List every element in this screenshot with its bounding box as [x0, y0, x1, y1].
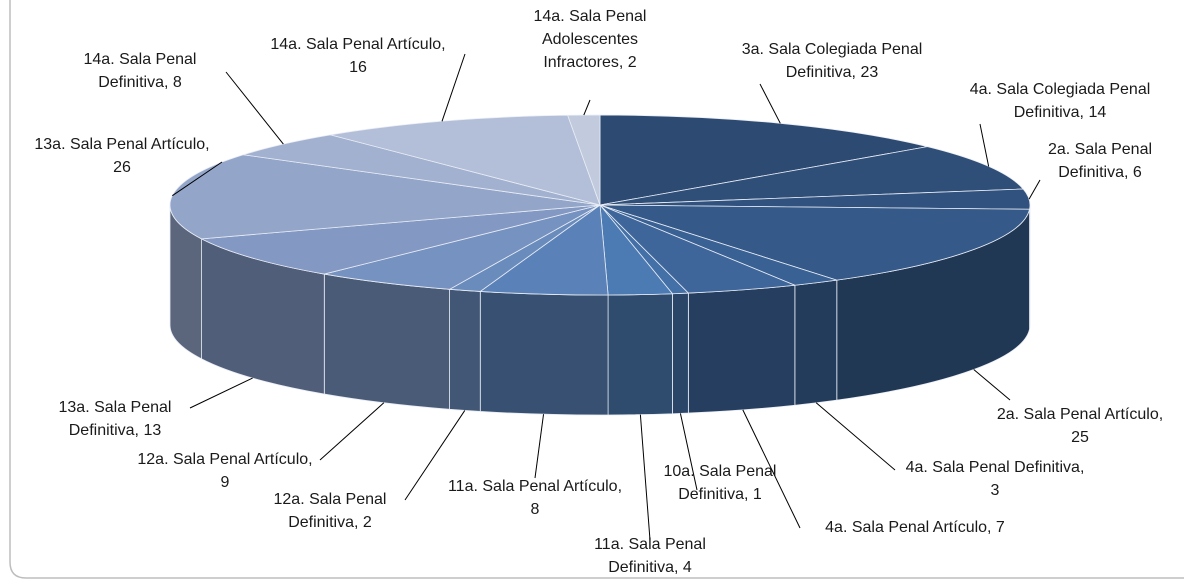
- leader-line: [639, 414, 651, 541]
- data-label: 10a. Sala Penal: [664, 463, 777, 480]
- leader-line: [679, 413, 698, 491]
- data-label: Definitiva, 23: [786, 64, 879, 81]
- data-label: 4a. Sala Penal Artículo, 7: [825, 519, 1005, 536]
- slice: [200, 204, 601, 275]
- leader-line: [815, 402, 896, 471]
- data-label: 12a. Sala Penal Artículo,: [137, 451, 312, 468]
- data-label: 11a. Sala Penal Artículo,: [448, 478, 622, 495]
- data-label: 2a. Sala Penal Artículo,: [997, 406, 1163, 423]
- leader-line: [441, 53, 466, 122]
- chart-frame: [9, 0, 1184, 579]
- data-label: 14a. Sala Penal Artículo,: [270, 36, 445, 53]
- slice-side: [687, 284, 796, 414]
- data-label: Definitiva, 6: [1058, 164, 1142, 181]
- leader-line: [534, 414, 545, 479]
- data-label: 3: [991, 482, 1000, 499]
- slice-side: [672, 292, 689, 415]
- leader-line: [583, 99, 591, 116]
- data-label: Definitiva, 2: [288, 514, 372, 531]
- slice-side: [449, 288, 481, 412]
- data-label: Definitiva, 13: [69, 422, 162, 439]
- leader-line: [742, 409, 801, 529]
- slice-side: [323, 273, 450, 410]
- leader-line: [225, 71, 284, 145]
- slice: [330, 114, 601, 206]
- leader-line: [979, 123, 990, 167]
- slice: [567, 114, 601, 206]
- data-label: 25: [1071, 429, 1089, 446]
- leader-line: [189, 377, 253, 409]
- leader-line: [759, 83, 781, 124]
- data-label: 26: [113, 159, 131, 176]
- data-label: 16: [349, 59, 367, 76]
- leader-line: [973, 369, 1011, 401]
- data-label: Adolescentes: [542, 31, 638, 48]
- slice-side: [607, 293, 673, 416]
- data-label: 9: [221, 474, 230, 491]
- data-label: Definitiva, 8: [98, 74, 182, 91]
- slice: [324, 204, 601, 290]
- data-label: 13a. Sala Penal Artículo,: [34, 136, 209, 153]
- leader-line: [319, 402, 385, 461]
- data-label: 2a. Sala Penal: [1048, 141, 1152, 158]
- data-label: 14a. Sala Penal: [534, 8, 647, 25]
- slice: [599, 204, 1031, 281]
- slice-side: [794, 279, 838, 406]
- data-label: 14a. Sala Penal: [84, 51, 197, 68]
- leader-line: [172, 161, 223, 197]
- slice-side: [479, 291, 609, 416]
- data-label: Definitiva, 4: [608, 559, 692, 576]
- leader-line: [404, 410, 466, 501]
- data-label: Definitiva, 14: [1014, 104, 1107, 121]
- data-label: 3a. Sala Colegiada Penal: [742, 41, 923, 58]
- data-label: Definitiva, 1: [678, 486, 762, 503]
- data-label: 12a. Sala Penal: [274, 491, 387, 508]
- leader-line: [1028, 179, 1041, 200]
- data-label: 11a. Sala Penal: [594, 536, 706, 553]
- data-label: 4a. Sala Penal Definitiva,: [906, 459, 1085, 476]
- data-label: 13a. Sala Penal: [59, 399, 172, 416]
- data-label: 8: [531, 501, 540, 518]
- data-label: Infractores, 2: [543, 54, 636, 71]
- data-label: 4a. Sala Colegiada Penal: [970, 81, 1151, 98]
